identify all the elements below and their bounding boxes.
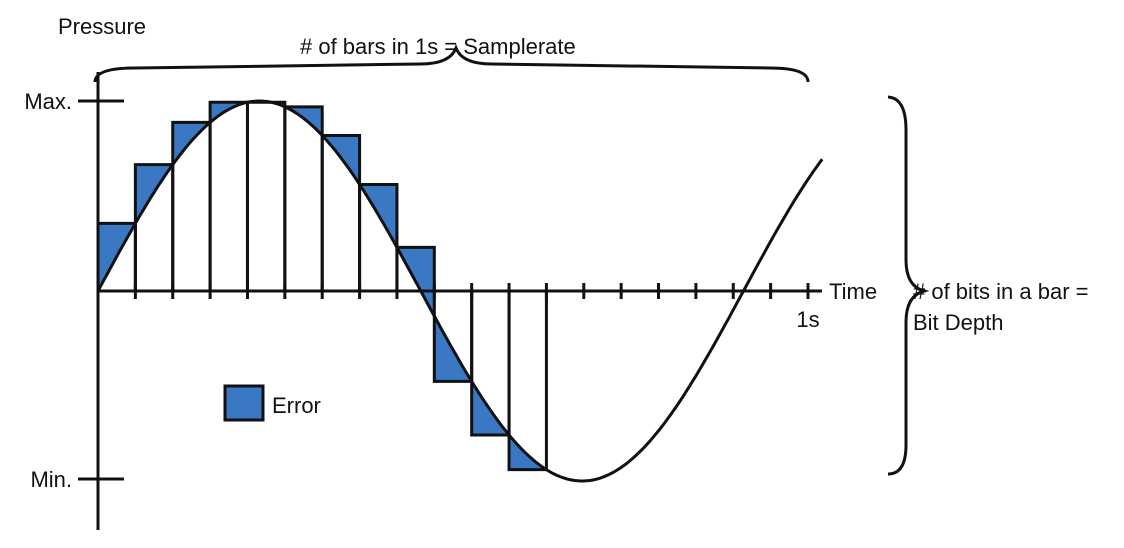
time-ticks [133,283,810,299]
sample-bar [395,245,436,291]
bit-depth-label-line2: Bit Depth [913,310,1004,335]
error-region [284,106,323,136]
error-region [135,164,173,224]
sound-wave [96,99,824,483]
min-label: Min. [30,467,72,492]
error-region [172,122,211,165]
error-region [434,316,472,382]
sample-bar [283,105,324,291]
error-region [471,381,510,435]
error-region [210,102,248,123]
error-regions [98,101,547,470]
error-region [509,435,547,470]
sample-bar [358,182,399,291]
samplerate-label: # of bars in 1s = Samplerate [300,34,576,59]
x-axis-label: Time [829,279,877,304]
error-region [98,223,136,291]
error-legend-swatch [223,384,265,422]
y-axis-label: Pressure [58,14,146,39]
max-label: Max. [24,89,72,114]
error-region [322,135,360,185]
one-second-label: 1s [796,307,819,332]
bit-depth-brace [887,95,930,476]
sample-bar [245,100,287,291]
sample-bar [507,291,548,472]
bit-depth-label-line1: # of bits in a bar = [913,279,1089,304]
error-region [396,247,435,317]
error-legend-label: Error [272,393,321,418]
samplerate-brace [93,43,810,83]
sample-bar [208,100,249,291]
error-region [359,184,397,248]
